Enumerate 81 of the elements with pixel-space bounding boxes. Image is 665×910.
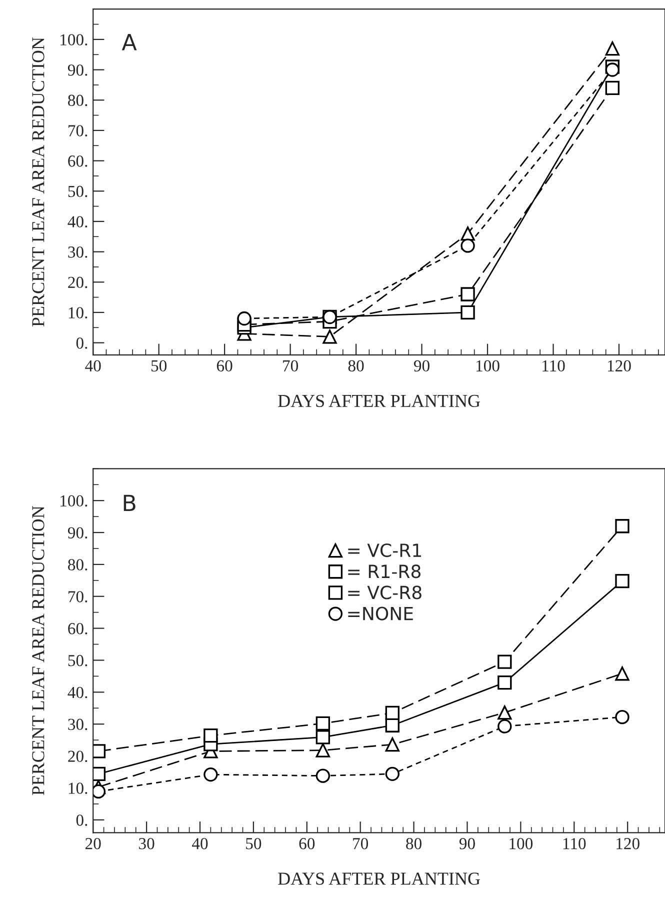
- point: [316, 716, 330, 731]
- x-tick-label: 90: [459, 838, 475, 850]
- point: [605, 41, 620, 56]
- x-tick-label: 20: [86, 838, 101, 850]
- x-tick-label: 110: [563, 838, 586, 850]
- point: [385, 766, 400, 781]
- y-tick-label: 40.: [68, 686, 88, 698]
- point: [93, 744, 106, 758]
- x-tick-label: 30: [139, 838, 154, 850]
- legend-label: = VC-R8: [348, 586, 422, 600]
- x-tick-label: 70: [283, 360, 298, 372]
- point: [322, 310, 337, 324]
- x-tick-label: 80: [348, 360, 364, 372]
- point: [316, 730, 330, 744]
- point: [204, 767, 218, 782]
- x-tick-label: 120: [616, 838, 640, 850]
- point: [204, 728, 218, 743]
- point: [615, 666, 630, 681]
- y-tick-label: 10.: [68, 782, 88, 794]
- x-tick-label: 120: [608, 360, 631, 372]
- x-axis-title: DAYS AFTER PLANTING: [278, 394, 480, 408]
- point: [498, 706, 512, 720]
- y-axis-title: PERCENT LEAF AREA REDUCTION: [32, 506, 44, 796]
- x-tick-label: 40: [85, 360, 101, 372]
- x-tick-label: 100: [510, 838, 533, 850]
- y-tick-label: 100.: [60, 495, 88, 507]
- y-tick-label: 20.: [68, 750, 88, 762]
- y-tick-label: 0.: [76, 337, 88, 349]
- y-tick-label: 80.: [68, 559, 88, 570]
- x-tick-label: 100: [476, 360, 500, 372]
- point: [460, 287, 475, 302]
- y-tick-label: 0.: [76, 814, 88, 826]
- y-tick-label: 90.: [68, 527, 88, 539]
- annotation: A: [122, 34, 137, 50]
- x-tick-label: 40: [192, 838, 208, 850]
- point: [498, 719, 512, 734]
- point: [460, 238, 475, 253]
- point: [460, 305, 475, 320]
- point: [498, 675, 512, 690]
- x-tick-label: 80: [406, 838, 422, 850]
- x-tick-label: 90: [414, 360, 430, 372]
- x-tick-label: 60: [299, 838, 315, 850]
- y-tick-label: 50.: [68, 186, 88, 198]
- y-axis-title: PERCENT LEAF AREA REDUCTION: [32, 37, 44, 327]
- y-tick-label: 80.: [68, 94, 88, 106]
- y-tick-label: 10.: [68, 307, 88, 318]
- y-tick-label: 50.: [68, 654, 88, 666]
- point: [605, 80, 620, 96]
- point: [322, 330, 337, 344]
- annotation: B: [124, 494, 136, 512]
- x-tick-label: 50: [151, 360, 167, 372]
- point: [385, 737, 400, 752]
- y-tick-label: 30.: [68, 246, 88, 258]
- y-tick-label: 70.: [68, 591, 88, 602]
- x-tick-label: 60: [216, 360, 232, 372]
- point: [93, 784, 106, 799]
- legend-label: =NONE: [348, 606, 413, 620]
- point: [316, 768, 330, 783]
- point: [237, 311, 252, 326]
- legend-label: = R1-R8: [348, 564, 420, 578]
- x-axis-title: DAYS AFTER PLANTING: [278, 872, 480, 885]
- x-tick-label: 110: [542, 360, 565, 372]
- y-tick-label: 20.: [68, 276, 88, 288]
- legend-label: = VC-R1: [348, 543, 421, 558]
- point: [93, 766, 106, 781]
- point: [316, 743, 330, 758]
- y-tick-label: 90.: [68, 64, 88, 76]
- y-tick-label: 100.: [60, 34, 88, 46]
- y-tick-label: 60.: [68, 155, 88, 167]
- x-tick-label: 70: [353, 838, 368, 850]
- y-tick-label: 70.: [68, 125, 88, 136]
- point: [605, 62, 620, 77]
- point: [615, 710, 630, 724]
- point: [385, 706, 400, 720]
- y-tick-label: 60.: [68, 623, 88, 634]
- point: [498, 654, 512, 669]
- y-tick-label: 40.: [68, 216, 88, 228]
- x-tick-label: 50: [246, 838, 262, 850]
- y-tick-label: 30.: [68, 718, 88, 730]
- point: [615, 574, 630, 588]
- point: [615, 519, 630, 534]
